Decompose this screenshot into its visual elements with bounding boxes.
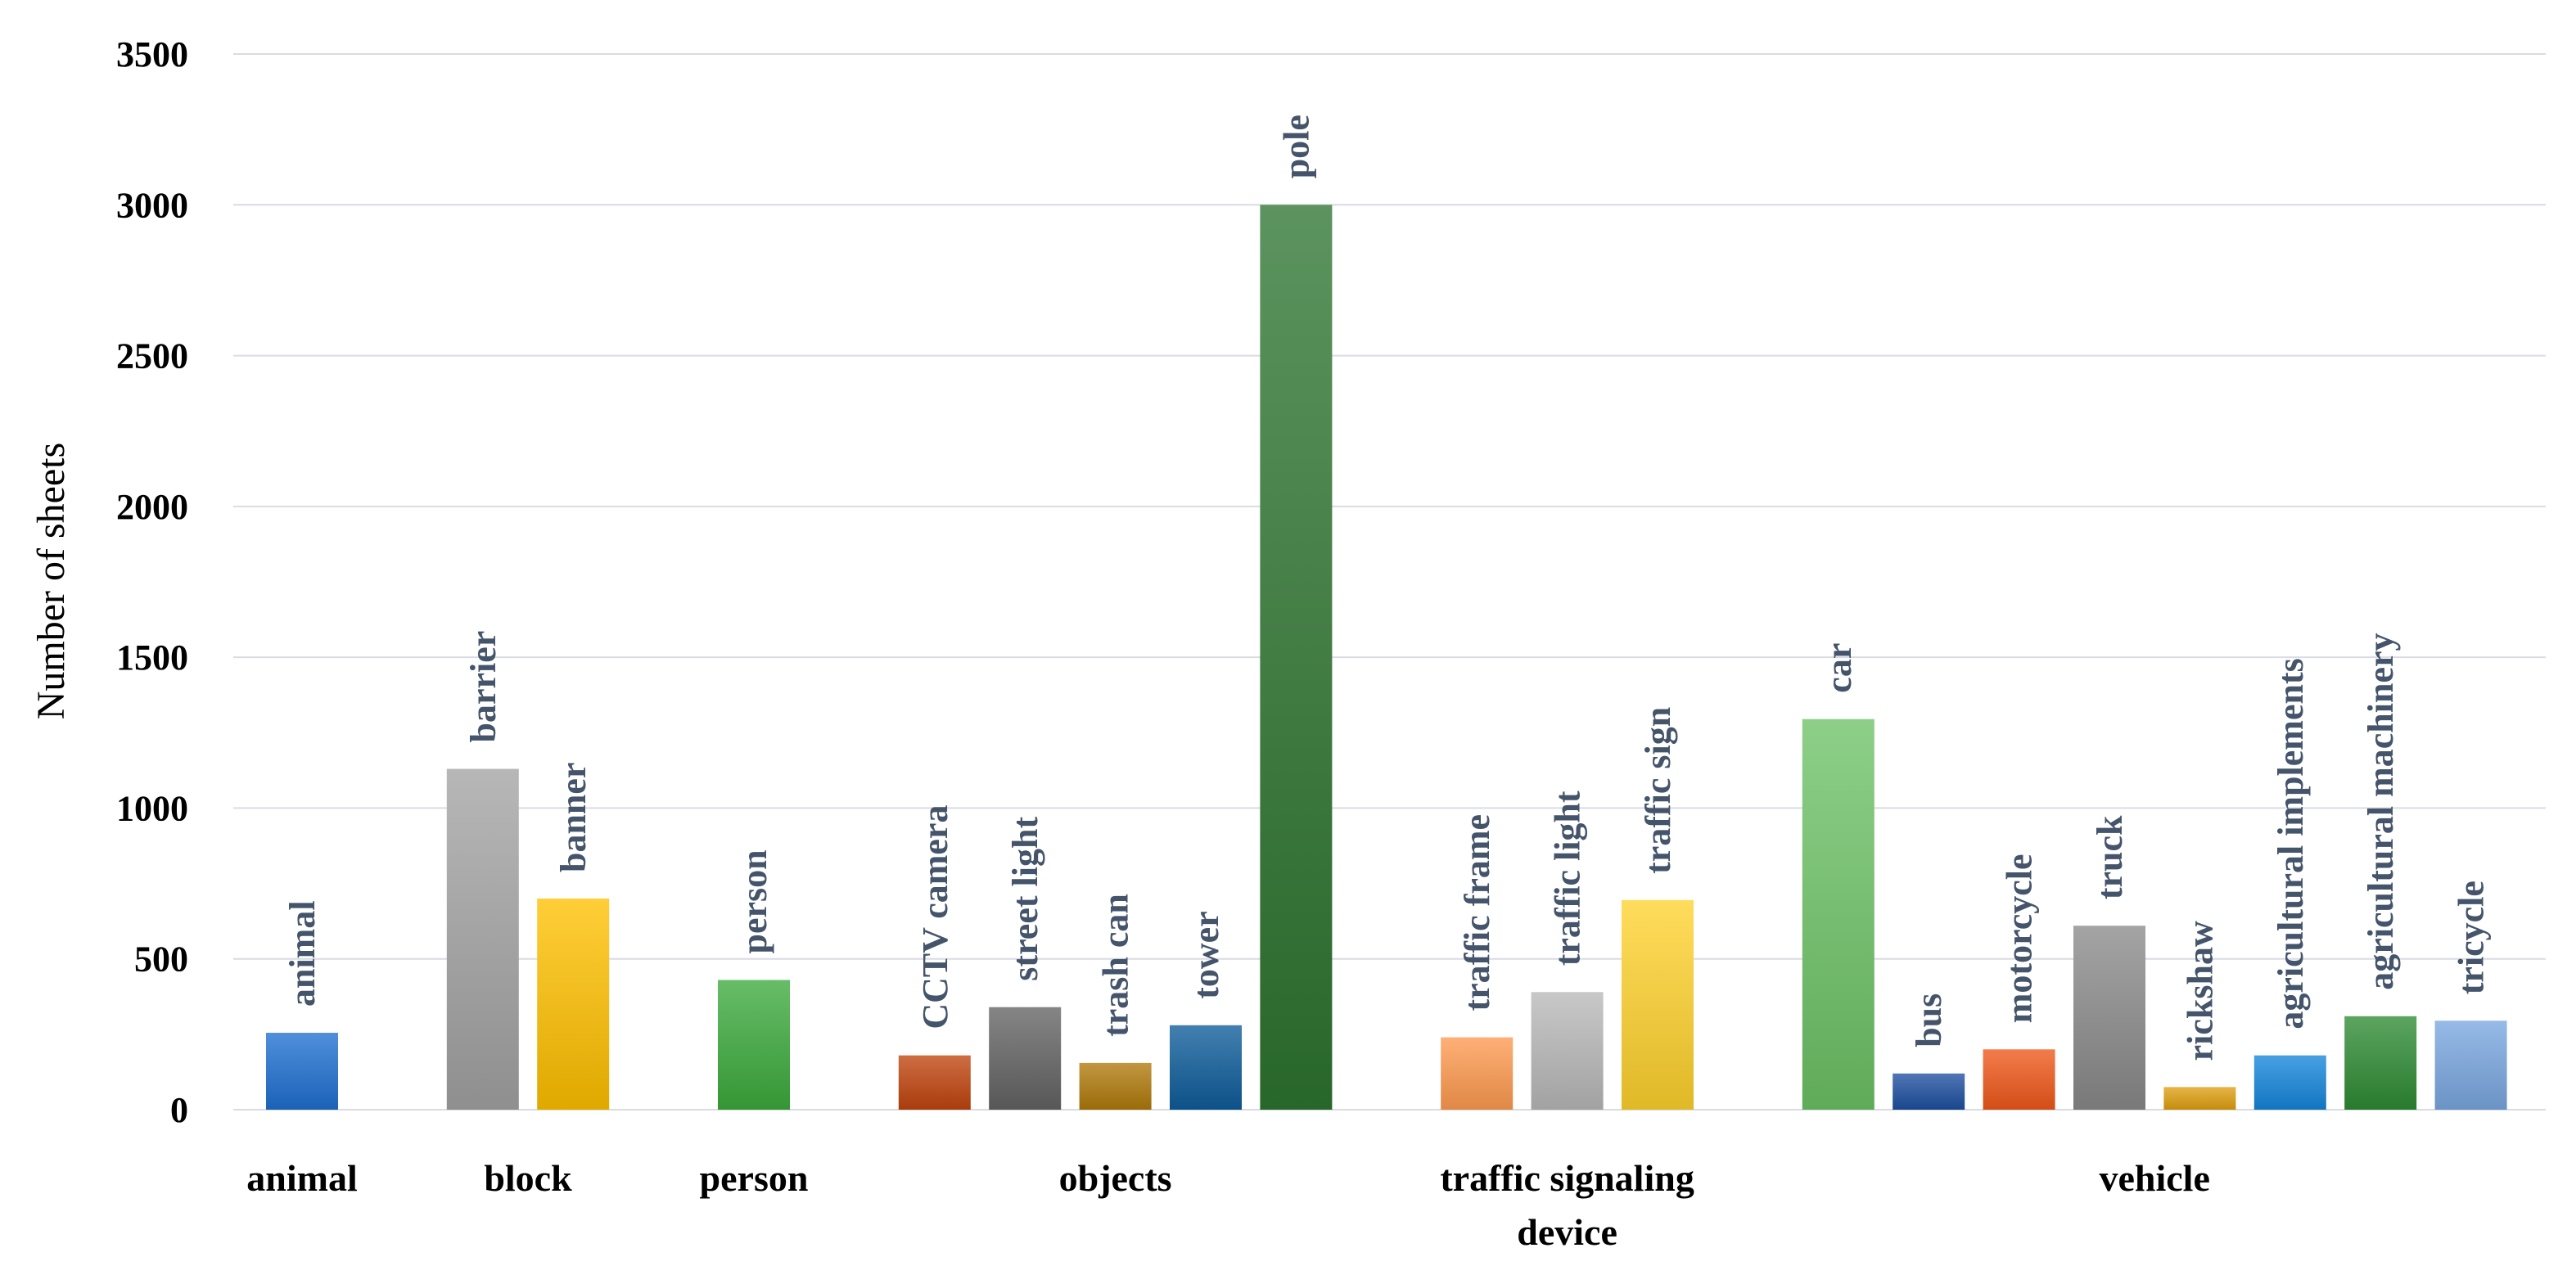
bar-label: motorcycle (2000, 854, 2040, 1023)
bar-label: traffic light (1548, 791, 1588, 966)
group-label: block (484, 1157, 572, 1199)
bar-truck (2073, 926, 2145, 1110)
bar-pole (1260, 205, 1333, 1110)
bar-label: bus (1909, 993, 1949, 1047)
y-tick-label: 2000 (116, 487, 188, 527)
group-label: objects (1059, 1157, 1172, 1199)
bar-bus (1893, 1073, 1965, 1110)
group-label: vehicle (2099, 1157, 2209, 1199)
bar-traffic-frame (1441, 1037, 1514, 1110)
bar-animal (266, 1033, 338, 1110)
bar-tower (1170, 1025, 1242, 1110)
bar-label: trash can (1096, 894, 1136, 1037)
bar-label: street light (1005, 817, 1045, 981)
bar-label: person (734, 849, 774, 953)
bar-tricycle (2434, 1020, 2507, 1110)
bar-label: CCTV camera (915, 805, 955, 1029)
bar-label: truck (2090, 815, 2130, 899)
bar-label: traffic frame (1457, 814, 1497, 1011)
bar-label: traffic sign (1638, 707, 1678, 874)
bar-agricultural-implements (2253, 1055, 2326, 1110)
y-tick-label: 1000 (116, 788, 188, 828)
gridlines (233, 53, 2546, 1111)
bar-label: tower (1186, 911, 1226, 999)
bar-traffic-light (1531, 992, 1604, 1110)
bar-label: banner (553, 763, 593, 872)
bar-cctv-camera (898, 1055, 971, 1110)
y-tick-label: 3000 (116, 185, 188, 225)
bar-label: agricultural machinery (2361, 633, 2401, 989)
bars (266, 205, 2507, 1110)
bar-rickshaw (2163, 1087, 2236, 1110)
bar-label: barrier (463, 631, 503, 743)
bar-label: animal (282, 900, 323, 1007)
bar-label: rickshaw (2180, 921, 2220, 1061)
bar-motorcycle (1983, 1049, 2055, 1110)
bar-label: agricultural implements (2271, 658, 2311, 1029)
bar-trash-can (1079, 1062, 1152, 1110)
group-label: person (700, 1157, 809, 1199)
bar-label: car (1819, 643, 1859, 693)
bar-label: tricycle (2452, 881, 2492, 994)
bar-agricultural-machinery (2344, 1016, 2417, 1110)
y-tick-label: 1500 (116, 637, 188, 678)
bar-barrier (446, 768, 519, 1110)
bar-person (718, 980, 790, 1110)
bar-banner (537, 899, 610, 1110)
y-tick-label: 0 (170, 1090, 188, 1130)
group-label: animal (246, 1157, 357, 1199)
category-group-labels: animal block person objects traffic signalin… (246, 1157, 2210, 1253)
bar-car (1802, 719, 1874, 1110)
y-tick-label: 500 (134, 939, 188, 980)
y-axis-title: Number of sheets (29, 443, 73, 720)
bar-traffic-sign (1622, 899, 1694, 1110)
bar-street-light (989, 1007, 1062, 1110)
group-label: traffic signaling device (1440, 1157, 1694, 1253)
y-tick-label: 2500 (116, 336, 188, 376)
bar-label: pole (1276, 115, 1316, 178)
y-tick-label: 3500 (116, 34, 188, 74)
y-axis-ticks: 0 500 1000 1500 2000 2500 3000 3500 (116, 34, 188, 1130)
bar-labels: animal barrier banner person CCTV camera stre… (282, 115, 2492, 1061)
